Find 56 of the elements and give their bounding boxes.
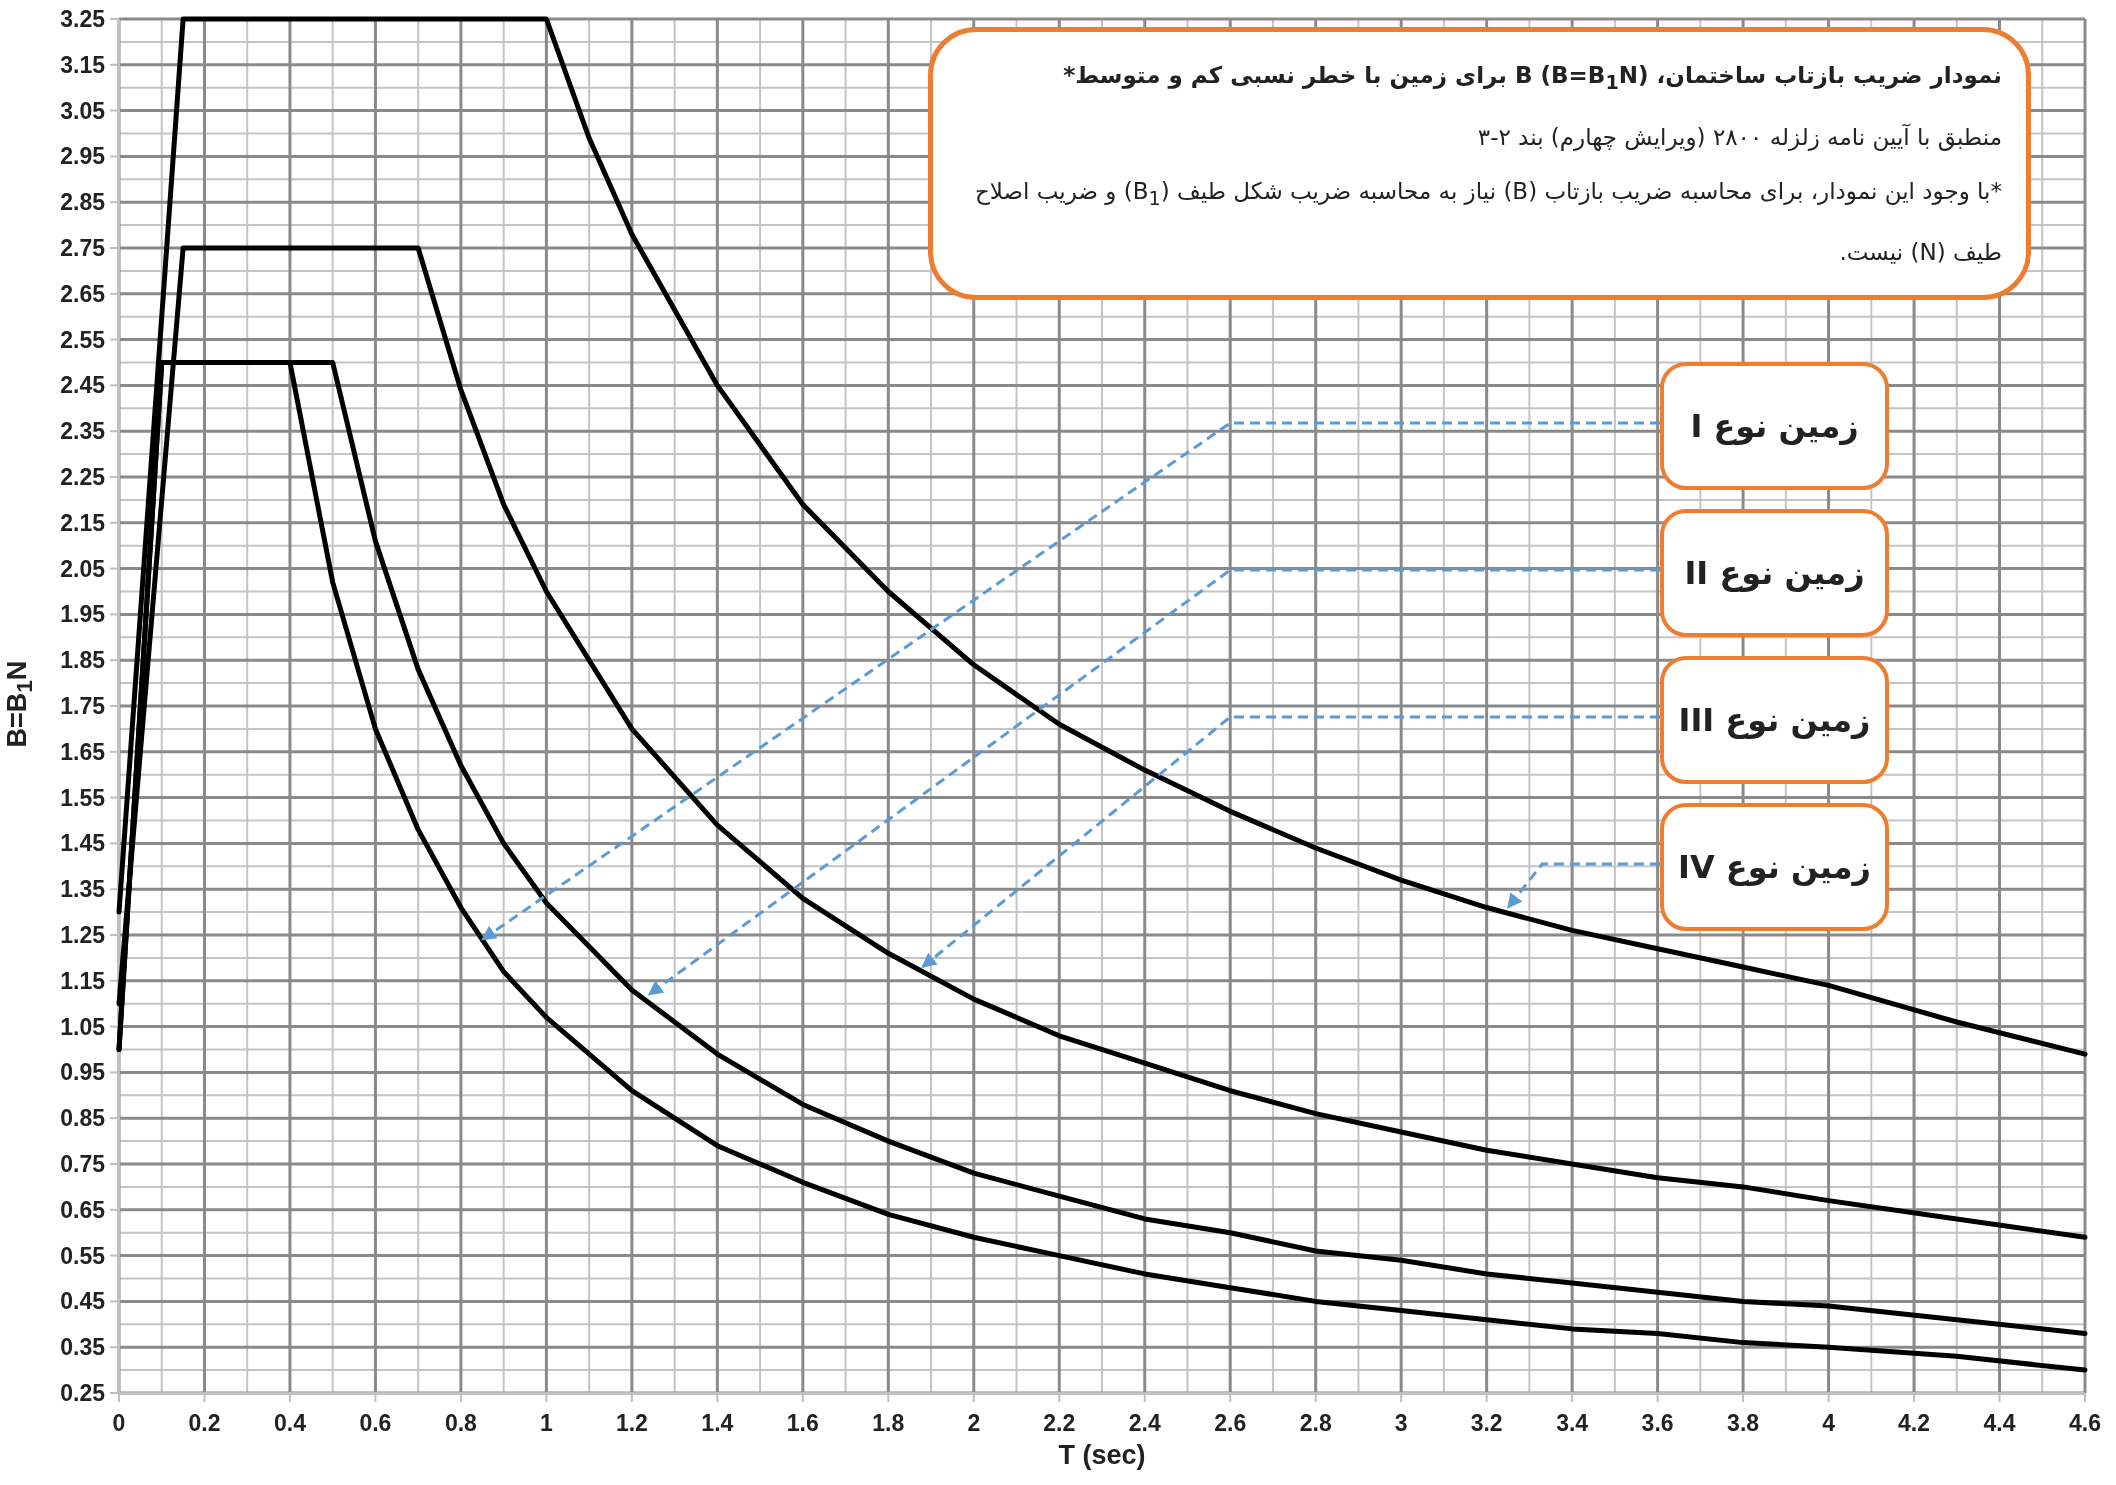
y-tick-label: 1.95 — [60, 601, 106, 628]
y-tick-label: 2.75 — [60, 235, 106, 261]
y-tick-label: 1.25 — [60, 922, 106, 948]
y-tick-label: 1.05 — [60, 1013, 106, 1040]
y-tick-label: 1.55 — [60, 784, 106, 811]
y-tick-label: 3.05 — [60, 97, 106, 124]
x-tick-label: 0.2 — [188, 1410, 221, 1436]
x-tick-label: 2.4 — [1128, 1410, 1161, 1436]
y-tick-label: 2.05 — [60, 555, 106, 582]
x-tick-label: 4.4 — [1983, 1410, 2016, 1436]
y-tick-label: 0.75 — [60, 1151, 106, 1177]
x-tick-label: 4.2 — [1898, 1410, 1931, 1436]
y-tick-label: 2.65 — [60, 280, 106, 307]
x-tick-label: 3.8 — [1727, 1410, 1760, 1436]
y-tick-label: 1.35 — [60, 876, 106, 903]
x-tick-label: 2.6 — [1214, 1410, 1247, 1436]
x-tick-label: 3.6 — [1641, 1410, 1674, 1436]
y-tick-label: 0.45 — [60, 1288, 106, 1315]
x-tick-label: 1 — [539, 1410, 553, 1436]
x-tick-label: 1.8 — [872, 1410, 905, 1436]
y-tick-label: 1.15 — [60, 967, 106, 994]
x-tick-label: 0.4 — [273, 1410, 307, 1436]
x-tick-label: 3.2 — [1470, 1410, 1503, 1436]
y-tick-label: 0.55 — [60, 1242, 106, 1269]
y-tick-label: 0.35 — [60, 1334, 106, 1361]
y-tick-label: 2.95 — [60, 143, 106, 170]
y-tick-label: 2.85 — [60, 189, 106, 216]
x-tick-label: 1.4 — [701, 1410, 734, 1436]
y-tick-label: 2.55 — [60, 326, 106, 353]
y-tick-label: 3.15 — [60, 51, 106, 78]
y-tick-label: 1.75 — [60, 693, 106, 719]
x-tick-label: 2.8 — [1299, 1410, 1332, 1436]
y-tick-label: 1.45 — [60, 830, 106, 857]
y-tick-label: 2.25 — [60, 464, 106, 490]
x-tick-label: 1.6 — [786, 1410, 819, 1436]
y-tick-label: 0.25 — [60, 1380, 106, 1406]
y-tick-label: 3.25 — [60, 6, 106, 32]
y-tick-label: 1.65 — [60, 738, 106, 765]
x-tick-label: 3.4 — [1556, 1410, 1589, 1436]
x-tick-label: 4 — [1822, 1410, 1836, 1436]
y-tick-label: 0.95 — [60, 1059, 106, 1086]
x-tick-label: 2.2 — [1043, 1410, 1076, 1436]
x-tick-label: 1.2 — [615, 1410, 648, 1436]
y-tick-label: 0.65 — [60, 1196, 106, 1223]
y-tick-label: 2.35 — [60, 418, 106, 445]
y-tick-label: 2.15 — [60, 509, 106, 536]
x-tick-label: 0.6 — [359, 1410, 392, 1436]
y-tick-label: 0.85 — [60, 1105, 106, 1132]
y-tick-label: 2.45 — [60, 372, 106, 399]
x-tick-label: 0 — [112, 1410, 126, 1436]
x-tick-label: 4.6 — [2069, 1410, 2101, 1436]
x-tick-label: 3 — [1394, 1410, 1408, 1436]
x-tick-label: 2 — [967, 1410, 981, 1436]
x-axis-title: T (sec) — [1057, 1440, 1147, 1471]
y-tick-label: 1.85 — [60, 647, 106, 674]
x-tick-label: 0.8 — [444, 1410, 478, 1436]
